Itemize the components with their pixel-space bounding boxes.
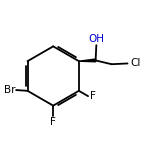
Text: F: F [50,117,56,128]
Text: OH: OH [88,34,104,44]
Text: F: F [90,91,95,101]
Text: Br: Br [4,85,15,95]
Polygon shape [79,59,96,62]
Text: Cl: Cl [130,59,141,68]
